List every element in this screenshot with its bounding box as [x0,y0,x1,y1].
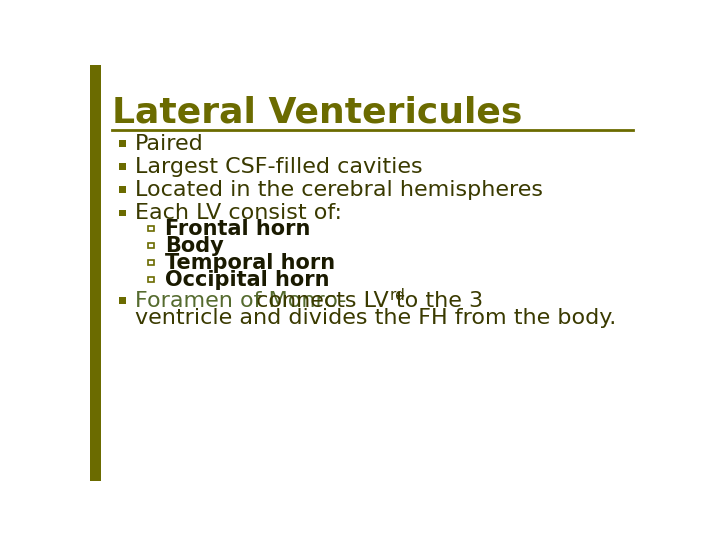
FancyBboxPatch shape [120,298,127,304]
Text: Lateral Ventericules: Lateral Ventericules [112,96,522,130]
Text: Foramen of Monro-: Foramen of Monro- [135,291,346,311]
Text: ventricle and divides the FH from the body.: ventricle and divides the FH from the bo… [135,308,616,328]
Text: Located in the cerebral hemispheres: Located in the cerebral hemispheres [135,180,543,200]
FancyBboxPatch shape [120,164,127,170]
FancyBboxPatch shape [120,140,127,147]
Text: connects LV to the 3: connects LV to the 3 [249,291,483,311]
Text: rd: rd [390,288,405,303]
Text: Occipital horn: Occipital horn [165,269,330,289]
Text: Largest CSF-filled cavities: Largest CSF-filled cavities [135,157,423,177]
FancyBboxPatch shape [90,65,101,481]
Text: Frontal horn: Frontal horn [165,219,310,239]
Text: Each LV consist of:: Each LV consist of: [135,204,342,224]
Text: Body: Body [165,236,224,256]
FancyBboxPatch shape [120,210,127,217]
Text: Paired: Paired [135,134,204,154]
Text: Temporal horn: Temporal horn [165,253,336,273]
FancyBboxPatch shape [120,186,127,193]
